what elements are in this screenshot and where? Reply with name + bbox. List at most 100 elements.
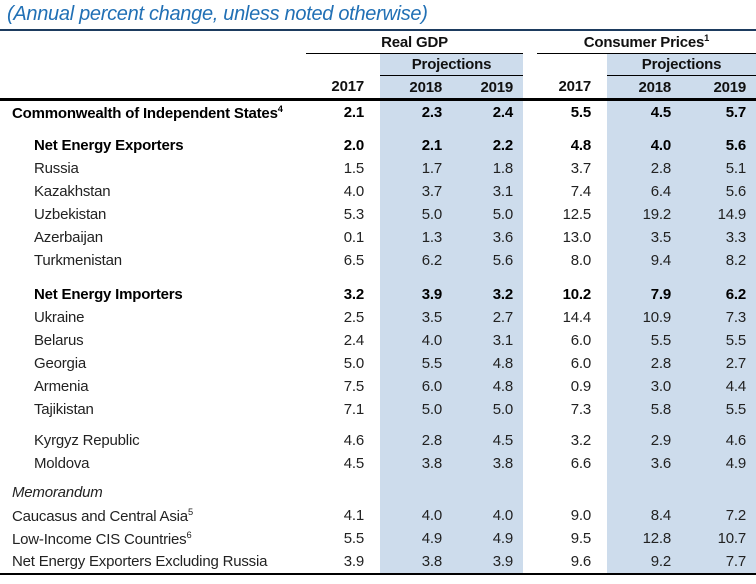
value-cell: 3.9	[306, 550, 380, 575]
row-label: Kazakhstan	[34, 183, 111, 200]
gap-cell	[523, 100, 537, 125]
year-header: 2019	[681, 75, 756, 101]
table-row: Commonwealth of Independent States4 2.1 2.…	[0, 99, 756, 125]
value-cell: 4.1	[343, 507, 364, 524]
value-cell: 6.2	[681, 283, 756, 306]
spacer-row	[0, 475, 756, 481]
gap-cell	[523, 398, 537, 421]
value-cell: 8.4	[607, 504, 682, 527]
value-cell: 2.7	[452, 306, 524, 329]
value-cell: 2.9	[607, 429, 682, 452]
spacer-cell	[452, 475, 524, 481]
value-cell: 6.2	[380, 249, 452, 272]
spacer-cell	[607, 272, 682, 283]
value-cell: 9.0	[570, 507, 592, 524]
gap-cell	[523, 527, 537, 550]
value-cell: 5.0	[452, 398, 524, 421]
gap-cell	[523, 306, 537, 329]
value-cell: 19.2	[607, 203, 682, 226]
spacer-cell	[607, 124, 682, 134]
value-cell: 10.9	[607, 306, 682, 329]
value-cell: 3.6	[607, 452, 682, 475]
empty-cell	[537, 54, 607, 76]
column-group-consumer-prices: Consumer Prices1	[537, 31, 756, 54]
gap-cell	[523, 75, 538, 101]
value-cell: 10.2	[562, 286, 592, 303]
value-cell: 2.3	[380, 99, 452, 124]
footnote-marker: 1	[704, 33, 710, 43]
table-row: Georgia 5.0 5.5 4.8 6.0 2.8 2.7	[0, 352, 756, 375]
value-cell: 2.1	[380, 134, 452, 157]
value-cell: 3.2	[570, 432, 592, 449]
spacer-cell	[537, 421, 607, 429]
value-cell: 5.6	[452, 249, 524, 272]
column-group-real-gdp: Real GDP	[306, 31, 524, 54]
value-cell: 4.5	[607, 99, 682, 124]
group-label: Real GDP	[381, 34, 448, 51]
table-row: Tajikistan 7.1 5.0 5.0 7.3 5.8 5.5	[0, 398, 756, 421]
gap-cell	[523, 249, 537, 272]
value-cell: 9.2	[607, 550, 682, 575]
row-label: Armenia	[34, 378, 89, 395]
value-cell: 7.5	[343, 378, 364, 395]
value-cell: 5.0	[452, 203, 524, 226]
value-cell: 3.8	[380, 452, 452, 475]
value-cell: 3.3	[681, 226, 756, 249]
table-subtitle: (Annual percent change, unless noted oth…	[0, 0, 756, 31]
value-cell: 1.5	[343, 160, 364, 177]
gap-cell	[523, 134, 537, 157]
gap-cell	[523, 180, 537, 203]
row-label: Net Energy Exporters	[34, 137, 184, 154]
row-label: Russia	[34, 160, 79, 177]
empty-cell	[0, 75, 306, 101]
spacer-row	[0, 421, 756, 429]
value-cell: 2.7	[681, 352, 756, 375]
value-cell: 2.4	[343, 332, 364, 349]
year-header: 2017	[537, 75, 608, 101]
gap-cell	[523, 124, 537, 134]
table-row: Moldova 4.5 3.8 3.8 6.6 3.6 4.9	[0, 452, 756, 475]
row-label: Memorandum	[12, 484, 103, 501]
gap-cell	[523, 352, 537, 375]
value-cell: 4.0	[343, 183, 364, 200]
value-cell: 9.5	[570, 530, 592, 547]
value-cell: 5.6	[681, 180, 756, 203]
row-label: Uzbekistan	[34, 206, 107, 223]
value-cell: 5.0	[380, 398, 452, 421]
value-cell	[681, 481, 756, 504]
row-label: Low-Income CIS Countries6	[12, 529, 192, 548]
table-row: Armenia 7.5 6.0 4.8 0.9 3.0 4.4	[0, 375, 756, 398]
value-cell: 6.4	[607, 180, 682, 203]
value-cell	[452, 481, 524, 504]
value-cell: 2.8	[607, 157, 682, 180]
spacer-row	[0, 272, 756, 283]
spacer-cell	[380, 124, 452, 134]
value-cell: 7.9	[607, 283, 682, 306]
value-cell: 4.6	[343, 432, 364, 449]
row-label: Azerbaijan	[34, 229, 103, 246]
value-cell: 3.6	[452, 226, 524, 249]
value-cell: 3.1	[452, 180, 524, 203]
value-cell: 4.9	[452, 527, 524, 550]
table-row: Uzbekistan 5.3 5.0 5.0 12.5 19.2 14.9	[0, 203, 756, 226]
year-header-row: 2017 2018 2019 2017 2018 2019	[0, 75, 756, 101]
value-cell: 7.4	[570, 183, 592, 200]
value-cell: 4.0	[380, 329, 452, 352]
value-cell: 10.7	[681, 527, 756, 550]
value-cell: 8.0	[570, 252, 592, 269]
table-row: Memorandum	[0, 481, 756, 504]
table-row: Kyrgyz Republic 4.6 2.8 4.5 3.2 2.9 4.6	[0, 429, 756, 452]
row-label: Net Energy Importers	[34, 286, 183, 303]
value-cell: 3.1	[452, 329, 524, 352]
row-label: Commonwealth of Independent States4	[12, 103, 283, 122]
value-cell: 5.6	[681, 134, 756, 157]
value-cell: 2.8	[380, 429, 452, 452]
value-cell: 3.0	[607, 375, 682, 398]
value-cell: 5.5	[607, 329, 682, 352]
table-body: Commonwealth of Independent States4 2.1 2.…	[0, 99, 756, 575]
footnote-marker: 6	[186, 529, 192, 540]
spacer-cell	[452, 272, 524, 283]
gap-cell	[523, 375, 537, 398]
projections-label-gdp: Projections	[380, 53, 524, 76]
value-cell: 6.6	[570, 455, 592, 472]
